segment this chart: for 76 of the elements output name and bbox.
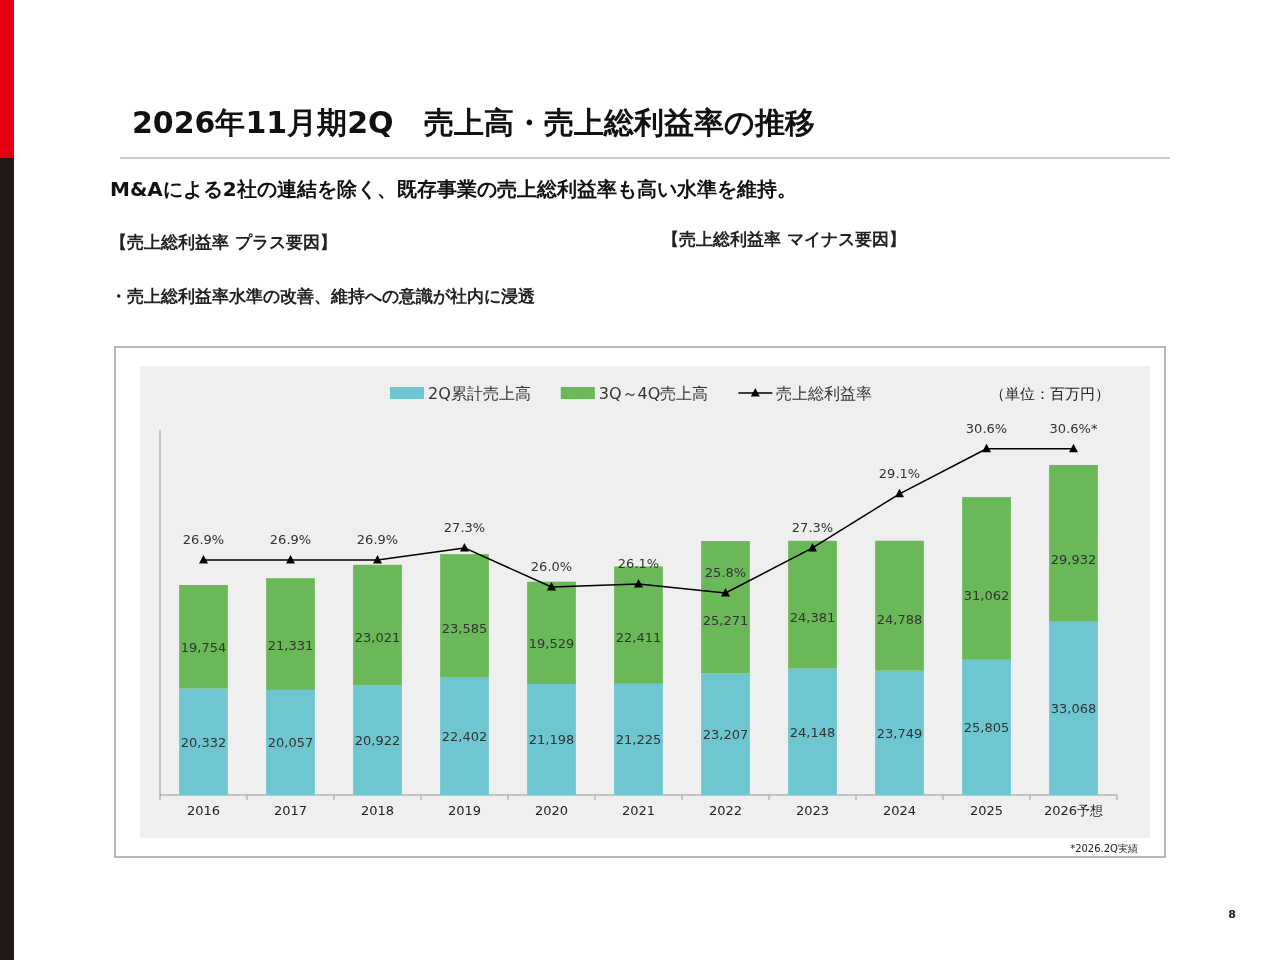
text: 【売上総利益率 プラス要因】: [110, 232, 337, 252]
data-label: 20,332: [180, 734, 227, 750]
x-tick-label: 2024: [882, 803, 917, 818]
data-label: 30.6%*: [1049, 420, 1098, 436]
data-label: 20,057: [267, 735, 314, 751]
data-label: 26.0%: [530, 559, 573, 575]
bar: [701, 541, 750, 674]
bar: [875, 670, 924, 795]
data-label: 19,754: [180, 640, 227, 656]
data-label: 31,062: [963, 587, 1010, 603]
bar: [527, 581, 576, 684]
data-label: 26.9%: [269, 531, 312, 547]
legend-label: 売上総利益率: [776, 384, 873, 403]
data-label: 23,021: [354, 630, 401, 646]
legend-label: 3Q～4Q売上高: [598, 384, 709, 403]
data-label: 25,805: [963, 720, 1010, 736]
data-label: 19,529: [528, 636, 575, 652]
bar: [527, 683, 576, 795]
data-label: 23,585: [441, 621, 488, 637]
bar: [266, 578, 315, 690]
bar: [440, 554, 489, 678]
bar: [353, 564, 402, 686]
bar: [179, 688, 228, 795]
bar: [179, 585, 228, 689]
data-label: 29,932: [1050, 552, 1097, 568]
data-label: 23,207: [702, 727, 749, 743]
data-label: 30.6%: [965, 420, 1008, 436]
bar: [701, 673, 750, 795]
data-label: 24,148: [789, 724, 836, 740]
text: 【売上総利益率 マイナス要因】: [662, 229, 906, 249]
data-label: 26.9%: [356, 531, 399, 547]
bar: [1049, 464, 1098, 622]
x-tick-label: 2019: [447, 803, 482, 818]
text: *2026.2Q実績: [1070, 843, 1138, 854]
text: （単位：百万円）: [990, 385, 1110, 403]
data-label: 25.8%: [704, 565, 747, 581]
data-label: 29.1%: [878, 465, 921, 481]
bar: [440, 677, 489, 795]
data-label: 22,411: [615, 629, 662, 645]
data-label: 24,788: [876, 611, 923, 627]
x-tick-label: 2021: [621, 803, 656, 818]
data-label: 25,271: [702, 613, 749, 629]
x-tick-label: 2023: [795, 803, 830, 818]
data-label: 20,922: [354, 733, 401, 749]
legend-label: 2Q累計売上高: [428, 384, 531, 403]
data-label: 21,331: [267, 638, 314, 654]
bar: [962, 497, 1011, 660]
text: ・売上総利益率水準の改善、維持への意識が社内に浸透: [110, 286, 535, 306]
data-label: 22,402: [441, 729, 488, 745]
chart-subtitle: M&Aによる2社の連結を除く、既存事業の売上総利益率も高い水準を維持。: [110, 177, 797, 201]
data-label: 24,381: [789, 610, 836, 626]
x-tick-label: 2018: [360, 803, 395, 818]
x-tick-label: 2026予想: [1043, 803, 1104, 818]
x-tick-label: 2017: [273, 803, 308, 818]
bar: [788, 668, 837, 795]
x-tick-label: 2022: [708, 803, 743, 818]
x-tick-label: 2020: [534, 803, 569, 818]
data-label: 26.9%: [182, 531, 225, 547]
bar: [266, 689, 315, 795]
text: 8: [1228, 908, 1236, 921]
data-label: 33,068: [1050, 701, 1097, 717]
bar: [1049, 621, 1098, 795]
x-tick-label: 2025: [969, 803, 1004, 818]
bar: [614, 683, 663, 795]
bar: [875, 540, 924, 671]
bar: [962, 659, 1011, 795]
data-label: 21,225: [615, 732, 662, 748]
chart-title: 2026年11月期2Q 売上高・売上総利益率の推移: [132, 105, 815, 140]
data-label: 27.3%: [443, 519, 486, 535]
data-label: 21,198: [528, 732, 575, 748]
bar: [614, 566, 663, 684]
bar: [353, 685, 402, 795]
data-label: 27.3%: [791, 519, 834, 535]
bar: [788, 540, 837, 669]
x-tick-label: 2016: [186, 803, 221, 818]
data-label: 23,749: [876, 725, 923, 741]
